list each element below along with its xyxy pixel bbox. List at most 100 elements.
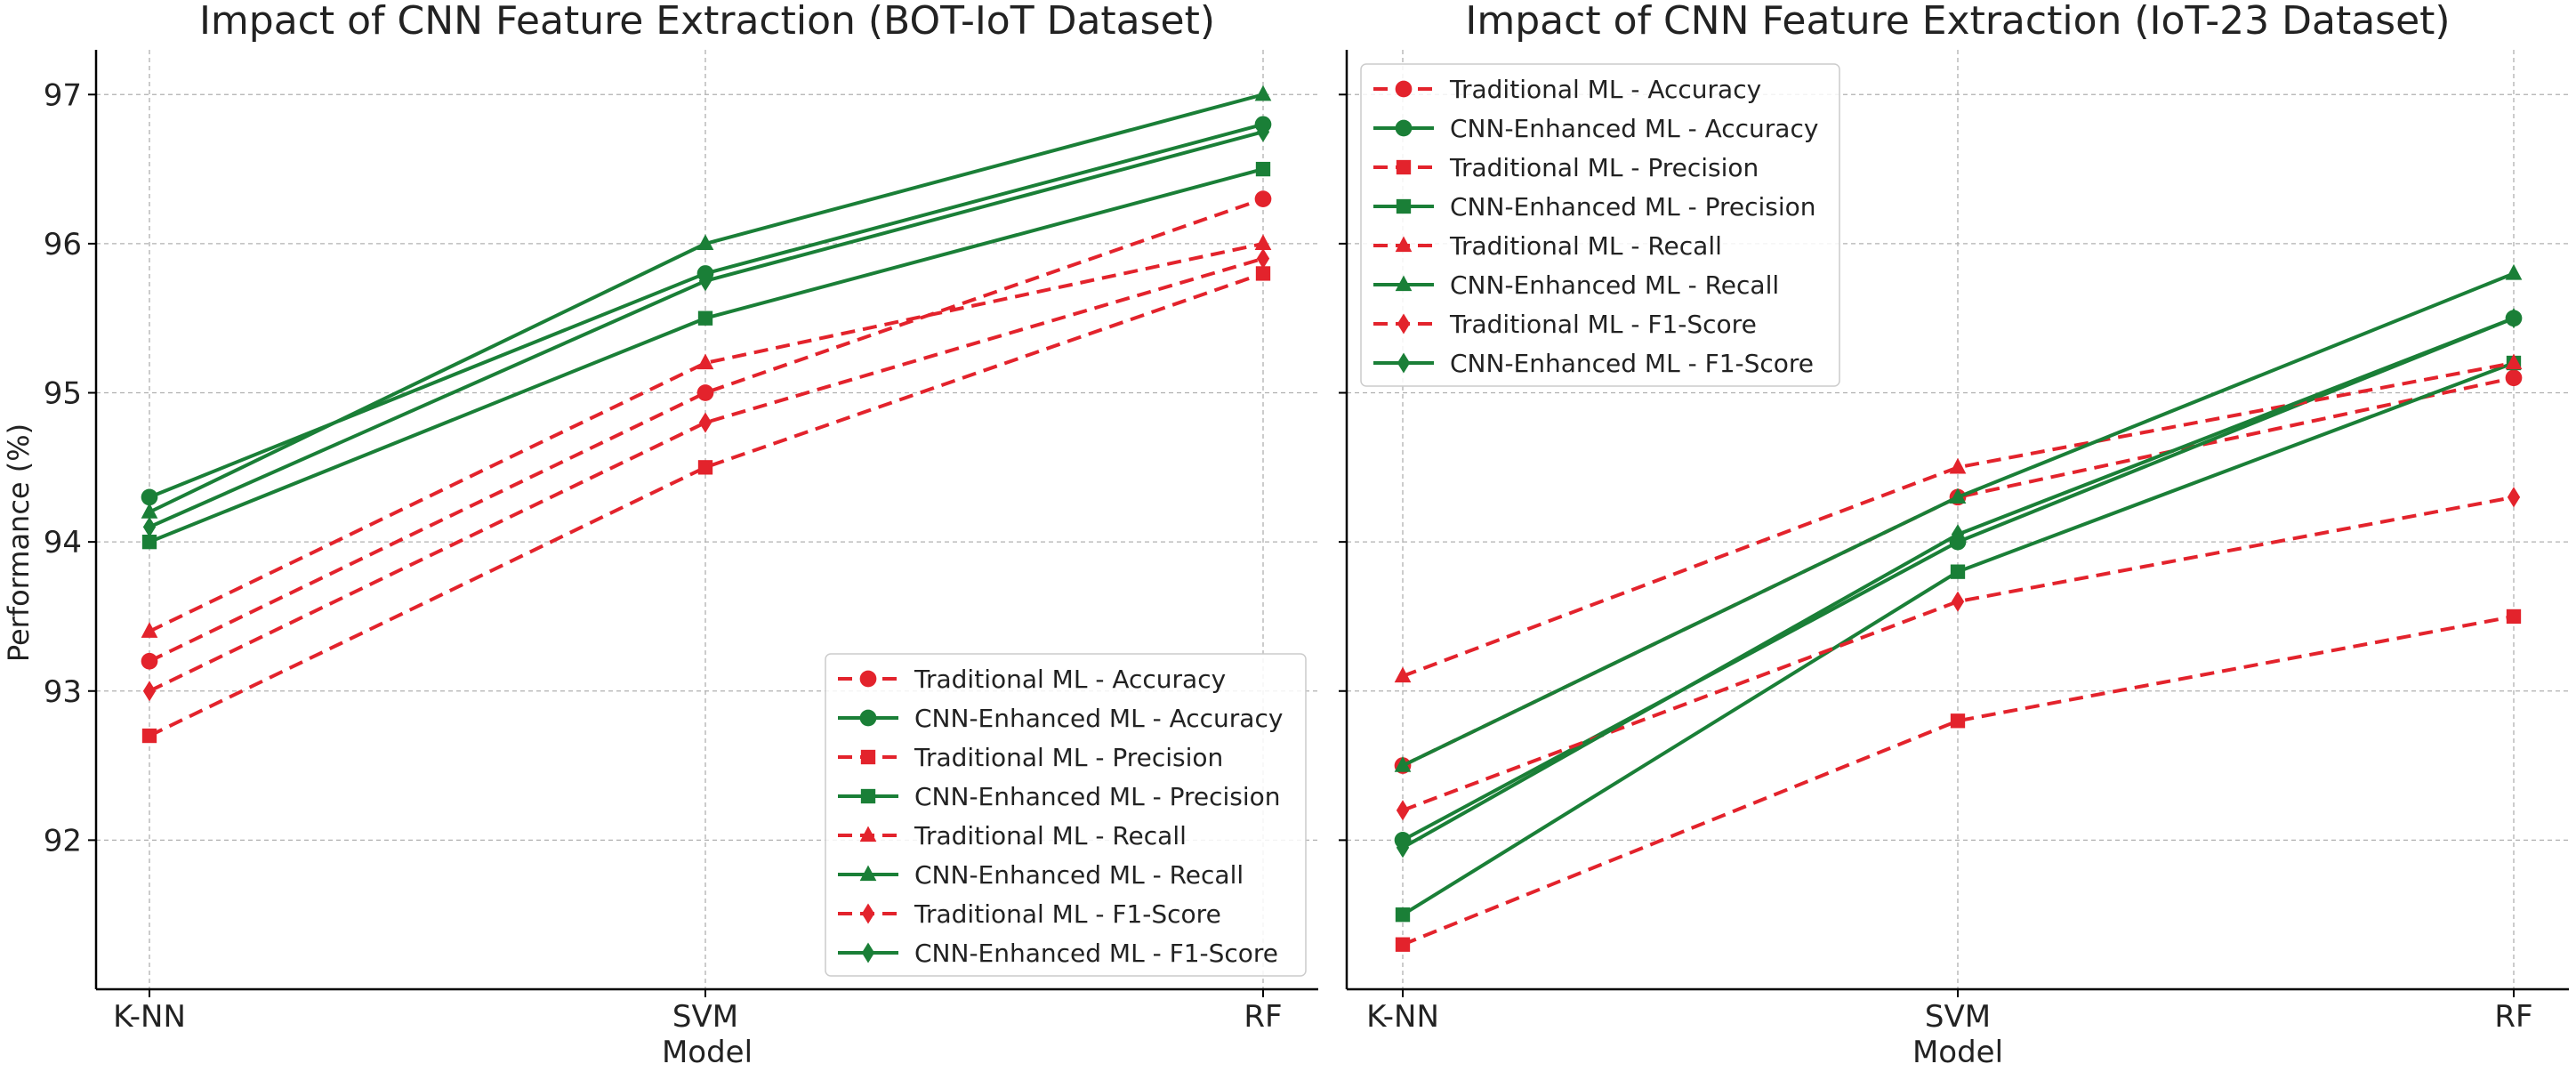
- legend-swatch-marker: [1395, 119, 1413, 137]
- series-line-traditional-ml-precision: [149, 271, 1264, 738]
- data-point-traditional-ml-precision: [1255, 266, 1271, 281]
- data-point-traditional-ml-precision: [1395, 937, 1411, 952]
- data-point-traditional-ml-f1-score: [698, 412, 712, 433]
- y-axis-label: Performance (%): [2, 423, 36, 662]
- data-point-traditional-ml-accuracy: [2505, 369, 2523, 387]
- chart-panel-right: K-NN SVM RF: [1339, 50, 2569, 1035]
- legend-box: [1360, 63, 1840, 387]
- x-tick-label: K-NN: [113, 999, 186, 1035]
- data-point-cnn-enhanced-ml-precision: [1255, 161, 1271, 177]
- legend-entry-label: CNN-Enhanced ML - Precision: [914, 782, 1281, 811]
- data-point-cnn-enhanced-ml-recall: [2505, 263, 2523, 280]
- y-tick-label: 93: [44, 674, 82, 710]
- data-point-cnn-enhanced-ml-precision: [697, 310, 713, 326]
- data-point-traditional-ml-f1-score: [142, 681, 157, 702]
- data-point-traditional-ml-f1-score: [1396, 800, 1410, 821]
- legend-entry-label: CNN-Enhanced ML - Precision: [1450, 192, 1816, 222]
- data-point-traditional-ml-accuracy: [1254, 190, 1272, 207]
- legend-swatch-marker: [859, 865, 877, 882]
- y-tick-label: 92: [44, 823, 82, 858]
- x-axis-label-left: Model: [662, 1035, 753, 1068]
- legend-entry-label: CNN-Enhanced ML - F1-Score: [914, 939, 1278, 968]
- data-point-traditional-ml-accuracy: [696, 384, 714, 401]
- data-point-traditional-ml-recall: [1254, 234, 1272, 251]
- legend-swatch-marker: [859, 826, 877, 842]
- legend-entry-label: Traditional ML - Recall: [1449, 231, 1722, 261]
- data-point-traditional-ml-recall: [2505, 353, 2523, 370]
- x-tick-label: RF: [1244, 999, 1282, 1035]
- y-tick-label: 94: [44, 525, 82, 560]
- chart-title-left: Impact of CNN Feature Extraction (BOT-Io…: [199, 0, 1215, 44]
- legend-entry-label: Traditional ML - F1-Score: [1449, 310, 1757, 339]
- series-line-traditional-ml-recall: [149, 241, 1264, 633]
- legend-box: [825, 653, 1307, 977]
- legend-swatch-marker: [860, 749, 876, 765]
- data-point-traditional-ml-recall: [1949, 457, 1967, 474]
- legend-swatch-marker: [1396, 159, 1412, 175]
- legend-entry-label: CNN-Enhanced ML - Accuracy: [1450, 114, 1818, 143]
- data-point-traditional-ml-recall: [696, 353, 714, 370]
- legend-swatch-marker: [859, 670, 877, 688]
- legend-swatch-marker: [859, 709, 877, 727]
- data-point-cnn-enhanced-ml-precision: [141, 534, 157, 550]
- data-point-cnn-enhanced-ml-f1-score: [698, 270, 712, 292]
- legend-left: Traditional ML - Accuracy CNN-Enhanced ML…: [825, 653, 1307, 977]
- legend-entry-label: CNN-Enhanced ML - Recall: [914, 860, 1244, 890]
- data-point-traditional-ml-precision: [2506, 609, 2522, 625]
- chart-title-right: Impact of CNN Feature Extraction (IoT-23…: [1465, 0, 2450, 44]
- legend-swatch-marker: [1395, 275, 1413, 292]
- data-point-cnn-enhanced-ml-accuracy: [141, 488, 158, 506]
- legend-swatch-marker: [1395, 236, 1413, 253]
- data-point-traditional-ml-precision: [1950, 713, 1966, 729]
- data-point-cnn-enhanced-ml-precision: [1395, 907, 1411, 923]
- data-point-cnn-enhanced-ml-precision: [1950, 564, 1966, 579]
- series-line-traditional-ml-f1-score: [1402, 495, 2515, 812]
- data-point-traditional-ml-recall: [141, 622, 158, 638]
- legend-swatch-marker: [1397, 352, 1411, 374]
- legend-entry-label: CNN-Enhanced ML - F1-Score: [1450, 349, 1814, 378]
- legend-entry-label: Traditional ML - Accuracy: [1449, 75, 1761, 104]
- data-point-cnn-enhanced-ml-f1-score: [1951, 524, 1965, 545]
- series-line-traditional-ml-recall: [1402, 361, 2515, 678]
- data-point-traditional-ml-precision: [697, 460, 713, 475]
- series-line-traditional-ml-f1-score: [149, 256, 1264, 693]
- legend-swatch-marker: [1395, 80, 1413, 98]
- data-point-traditional-ml-f1-score: [1951, 591, 1965, 612]
- legend-entry-label: CNN-Enhanced ML - Recall: [1450, 270, 1779, 300]
- data-point-traditional-ml-f1-score: [2507, 487, 2521, 508]
- legend-entry-label: Traditional ML - Accuracy: [914, 665, 1226, 694]
- data-point-cnn-enhanced-ml-f1-score: [1396, 837, 1410, 858]
- data-point-cnn-enhanced-ml-f1-score: [2507, 308, 2521, 329]
- legend-swatch-marker: [861, 942, 875, 963]
- x-axis-label-right: Model: [1912, 1035, 2003, 1068]
- legend-entry-label: Traditional ML - Precision: [1449, 153, 1759, 182]
- y-tick-label: 96: [44, 227, 82, 262]
- data-point-traditional-ml-recall: [1394, 666, 1412, 683]
- legend-swatch-marker: [861, 903, 875, 924]
- series-line-traditional-ml-accuracy: [149, 197, 1264, 664]
- data-point-traditional-ml-precision: [141, 728, 157, 744]
- legend-entry-label: Traditional ML - Recall: [914, 821, 1187, 850]
- data-point-cnn-enhanced-ml-recall: [141, 503, 158, 519]
- y-tick-label: 97: [44, 77, 82, 113]
- x-tick-label: RF: [2494, 999, 2532, 1035]
- legend-entry-label: Traditional ML - F1-Score: [914, 899, 1221, 929]
- data-point-cnn-enhanced-ml-f1-score: [1256, 121, 1270, 142]
- legend-swatch-marker: [1397, 313, 1411, 334]
- data-point-cnn-enhanced-ml-recall: [1949, 488, 1967, 504]
- legend-entry-label: Traditional ML - Precision: [914, 743, 1223, 772]
- y-tick-label: 95: [44, 376, 82, 412]
- chart-panel-left: 92 93 94 95 96 97 K-NN SVM RF: [44, 50, 1318, 1035]
- data-point-cnn-enhanced-ml-recall: [1394, 756, 1412, 772]
- data-point-traditional-ml-f1-score: [1256, 248, 1270, 270]
- legend-swatch-marker: [860, 788, 876, 804]
- x-tick-label: K-NN: [1366, 999, 1439, 1035]
- legend-entry-label: CNN-Enhanced ML - Accuracy: [914, 704, 1283, 733]
- x-tick-label: SVM: [1925, 999, 1991, 1035]
- x-tick-label: SVM: [672, 999, 738, 1035]
- data-point-cnn-enhanced-ml-recall: [1254, 85, 1272, 101]
- legend-swatch-marker: [1396, 198, 1412, 214]
- legend-right: Traditional ML - Accuracy CNN-Enhanced ML…: [1360, 63, 1840, 387]
